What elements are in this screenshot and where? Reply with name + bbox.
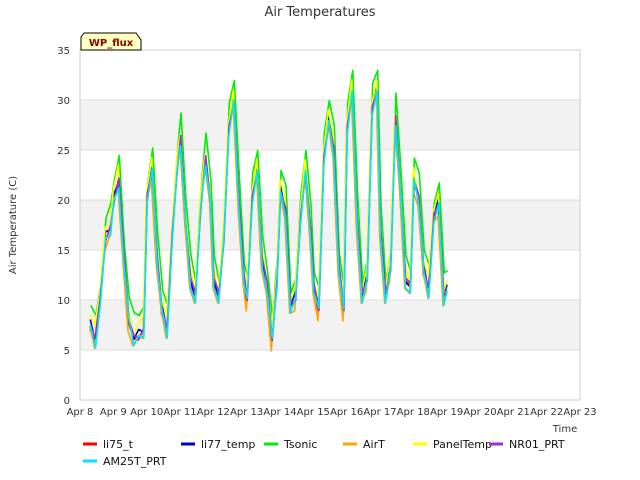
x-tick-label: Apr 12 xyxy=(197,407,230,418)
grid-band xyxy=(80,200,580,250)
y-tick-label: 35 xyxy=(57,46,70,57)
legend-label: AM25T_PRT xyxy=(103,455,167,468)
x-tick-label: Apr 13 xyxy=(230,407,263,418)
x-tick-label: Apr 8 xyxy=(67,407,94,418)
x-tick-label: Apr 15 xyxy=(297,407,330,418)
y-tick-label: 25 xyxy=(57,146,70,157)
x-axis-ticks: Apr 8 Apr 9 Apr 10 Apr 11 Apr 12 Apr 13 Apr 14… xyxy=(67,407,597,418)
series-line-am25t-prt xyxy=(89,89,448,349)
x-tick-label: Apr 16 xyxy=(330,407,363,418)
x-tick-label: Apr 22 xyxy=(530,407,563,418)
legend-label: PanelTemp xyxy=(433,438,492,451)
x-tick-label: Apr 11 xyxy=(163,407,196,418)
y-tick-label: 10 xyxy=(57,296,70,307)
wp-flux-badge: WP_flux xyxy=(80,32,142,51)
legend-label: NR01_PRT xyxy=(509,438,565,451)
y-axis-label: Air Temperature (C) xyxy=(8,176,19,274)
x-tick-label: Apr 21 xyxy=(497,407,530,418)
x-tick-label: Apr 10 xyxy=(130,407,163,418)
x-tick-label: Apr 14 xyxy=(263,407,296,418)
badge-text: WP_flux xyxy=(89,38,134,49)
x-tick-label: Apr 9 xyxy=(100,407,127,418)
x-tick-label: Apr 17 xyxy=(363,407,396,418)
y-tick-label: 15 xyxy=(57,246,70,257)
y-axis-ticks: 0 5 10 15 20 25 30 35 xyxy=(57,46,70,407)
y-tick-label: 30 xyxy=(57,96,70,107)
plot-border xyxy=(79,49,581,401)
chart-title: Air Temperatures xyxy=(264,5,375,20)
y-tick-label: 0 xyxy=(64,396,70,407)
legend-label: li75_t xyxy=(103,438,134,451)
legend: li75_t li77_temp Tsonic AirT PanelTemp NR01_P… xyxy=(83,438,565,468)
series-layer xyxy=(88,69,449,352)
x-tick-label: Apr 18 xyxy=(397,407,430,418)
x-axis-label: Time xyxy=(552,424,577,435)
x-tick-label: Apr 20 xyxy=(463,407,496,418)
x-tick-label: Apr 23 xyxy=(563,407,596,418)
y-tick-label: 5 xyxy=(64,346,70,357)
grid-band xyxy=(80,300,580,350)
legend-label: Tsonic xyxy=(283,438,317,451)
legend-label: AirT xyxy=(363,438,385,451)
y-tick-label: 20 xyxy=(57,196,70,207)
x-tick-label: Apr 19 xyxy=(430,407,463,418)
legend-label: li77_temp xyxy=(201,438,255,451)
